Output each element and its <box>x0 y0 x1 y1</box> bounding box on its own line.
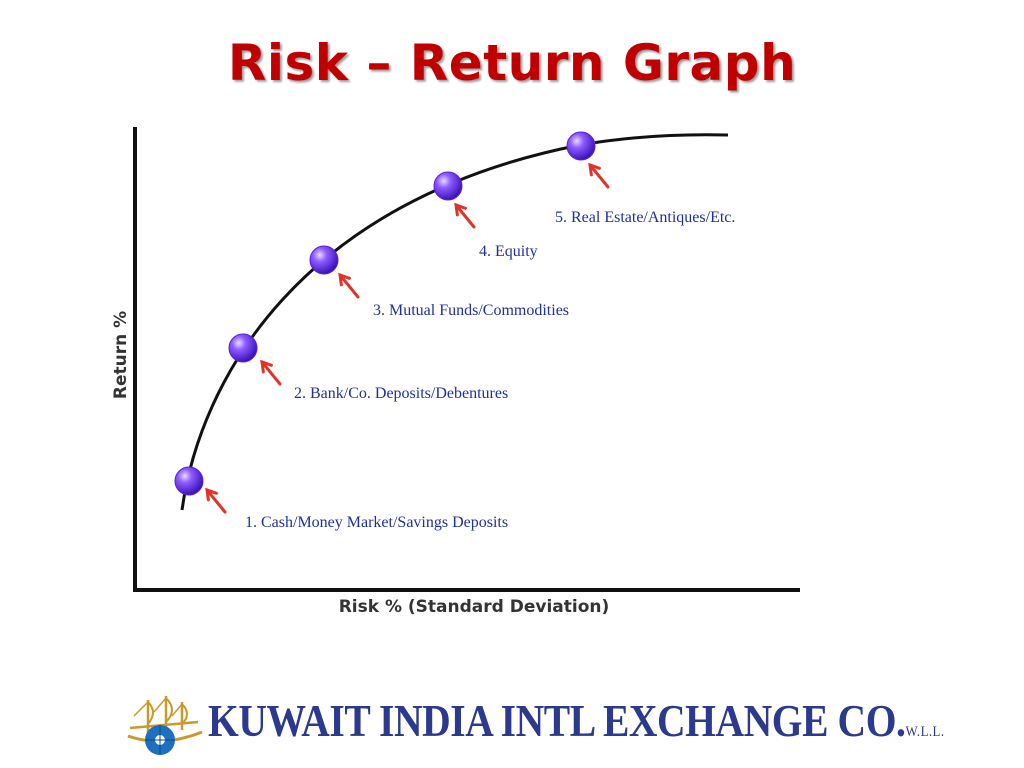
risk-return-chart: 1. Cash/Money Market/Savings Deposits 2. … <box>111 127 800 617</box>
pointer-arrow-icon <box>205 487 227 514</box>
data-point-2: 2. Bank/Co. Deposits/Debentures <box>228 333 508 402</box>
data-point-5: 5. Real Estate/Antiques/Etc. <box>555 131 735 226</box>
point-marker <box>433 171 463 201</box>
point-label: 2. Bank/Co. Deposits/Debentures <box>294 385 508 402</box>
point-label: 1. Cash/Money Market/Savings Deposits <box>245 514 508 531</box>
point-marker <box>566 131 596 161</box>
x-axis-label: Risk % (Standard Deviation) <box>339 597 610 617</box>
company-logo: KUWAIT INDIA INTL EXCHANGE CO.W.L.L. <box>122 690 944 760</box>
data-point-4: 4. Equity <box>433 171 538 260</box>
point-label: 5. Real Estate/Antiques/Etc. <box>555 209 735 226</box>
pointer-arrow-icon <box>338 272 360 299</box>
data-point-1: 1. Cash/Money Market/Savings Deposits <box>174 466 508 531</box>
point-marker <box>174 466 204 496</box>
slide-title: Risk – Return Graph <box>227 34 797 92</box>
pointer-arrow-icon <box>588 162 610 189</box>
company-name-text: KUWAIT INDIA INTL EXCHANGE CO. <box>208 695 906 746</box>
pointer-arrow-icon <box>260 359 282 386</box>
company-suffix: W.L.L. <box>905 724 945 740</box>
data-point-3: 3. Mutual Funds/Commodities <box>309 245 569 319</box>
point-label: 4. Equity <box>479 243 538 260</box>
pointer-arrow-icon <box>454 202 476 229</box>
risk-return-curve <box>180 133 729 511</box>
company-name: KUWAIT INDIA INTL EXCHANGE CO.W.L.L. <box>208 694 945 747</box>
y-axis-label: Return % <box>111 311 131 399</box>
ship-globe-icon <box>127 696 203 755</box>
point-marker <box>309 245 339 275</box>
point-label: 3. Mutual Funds/Commodities <box>373 302 569 319</box>
point-marker <box>228 333 258 363</box>
